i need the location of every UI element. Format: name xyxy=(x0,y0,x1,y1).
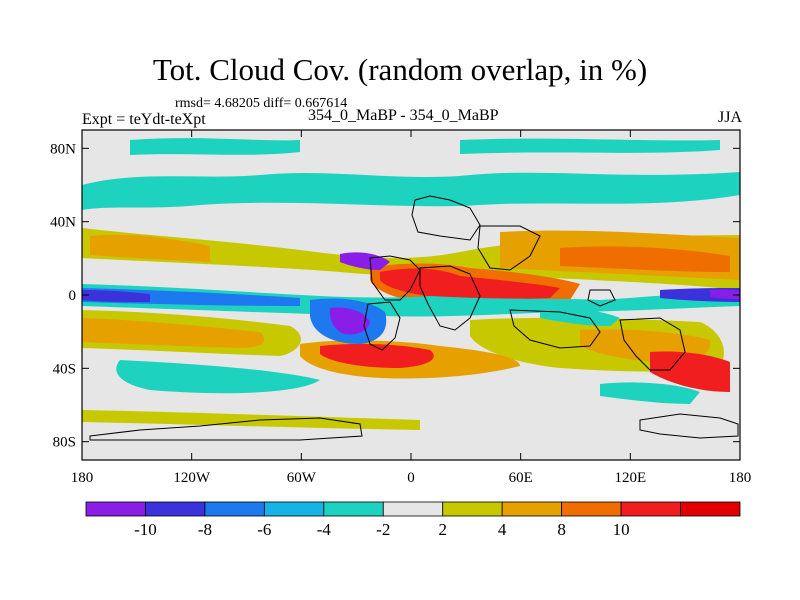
colorbar-swatch xyxy=(561,501,622,517)
colorbar-swatch xyxy=(620,501,681,517)
y-tick-label: 0 xyxy=(69,288,77,304)
colorbar: -10 -8 -6 -4 -2 2 4 8 10 xyxy=(85,501,741,539)
y-tick-label: 40S xyxy=(53,361,76,377)
contour-eq-cyan xyxy=(82,284,740,317)
colorbar-swatch xyxy=(442,501,503,517)
colorbar-label: -8 xyxy=(198,520,212,539)
contour-north-cyan-3 xyxy=(460,138,720,154)
colorbar-swatch xyxy=(204,501,265,517)
contour-eq-deepblue xyxy=(82,290,150,302)
contour-south-cyan-east xyxy=(600,382,700,404)
experiment-label: Expt = teYdt-teXpt xyxy=(82,111,206,128)
contour-nh-darkorange xyxy=(560,246,730,272)
contour-satl-red xyxy=(320,343,434,368)
x-tick-label: 120E xyxy=(614,470,646,486)
y-axis: 80N 40N 0 40S 80S xyxy=(50,141,740,451)
contour-sh-orange-west xyxy=(82,318,265,348)
coast-australia xyxy=(619,317,686,371)
x-tick-label: 180 xyxy=(71,470,94,486)
colorbar-swatch xyxy=(680,501,741,517)
coast-europe xyxy=(411,195,481,241)
coast-samerica xyxy=(363,301,401,351)
colorbar-label: 4 xyxy=(498,520,507,539)
contour-north-cyan xyxy=(82,172,740,210)
x-axis: 180 120W 60W 0 60E 120E 180 xyxy=(71,130,752,486)
contour-sh-red-east xyxy=(650,351,730,392)
colorbar-label: -6 xyxy=(257,520,271,539)
y-tick-label: 80S xyxy=(53,435,76,451)
coast-antarctica-east xyxy=(639,413,739,439)
y-tick-label: 80N xyxy=(50,141,76,157)
contour-sam-purple xyxy=(330,307,370,335)
coastlines xyxy=(89,195,739,441)
coast-seasia xyxy=(587,289,616,307)
colorbar-swatch xyxy=(85,501,146,517)
colorbar-swatch xyxy=(145,501,206,517)
coast-africa xyxy=(419,265,481,331)
colorbar-label: 2 xyxy=(438,520,447,539)
plot-title: Tot. Cloud Cov. (random overlap, in %) xyxy=(152,52,648,87)
colorbar-label: -10 xyxy=(134,520,157,539)
coast-antarctica-west xyxy=(89,417,363,441)
colorbar-swatch xyxy=(501,501,563,517)
colorbar-swatch xyxy=(263,501,325,517)
contour-eq-purple-east xyxy=(710,289,740,299)
x-tick-label: 0 xyxy=(407,470,415,486)
colorbar-label: -4 xyxy=(317,520,332,539)
colorbar-label: -2 xyxy=(376,520,390,539)
contour-atlantic-red xyxy=(380,268,560,301)
contour-indian-cyan xyxy=(540,308,620,326)
colorbar-label: 8 xyxy=(557,520,566,539)
contour-field xyxy=(82,138,740,430)
contour-pacific-orange xyxy=(90,234,210,262)
coast-namerica-east xyxy=(369,255,421,301)
contour-antarctic-yellow xyxy=(82,410,420,430)
x-tick-label: 180 xyxy=(729,470,752,486)
colorbar-label: 10 xyxy=(613,520,630,539)
stats-text: rmsd= 4.68205 diff= 0.667614 xyxy=(175,96,348,111)
x-tick-label: 120W xyxy=(173,470,211,486)
colorbar-swatch xyxy=(382,501,444,517)
coast-indian xyxy=(509,309,601,349)
y-tick-label: 40N xyxy=(50,215,76,231)
season-label: JJA xyxy=(717,109,742,126)
colorbar-swatch xyxy=(323,501,384,517)
x-tick-label: 60W xyxy=(287,470,317,486)
contour-south-cyan xyxy=(116,360,320,394)
coast-arabia xyxy=(477,225,541,271)
x-tick-label: 60E xyxy=(509,470,533,486)
runs-label: 354_0_MaBP - 354_0_MaBP xyxy=(308,107,499,124)
contour-north-cyan-2 xyxy=(130,138,300,155)
